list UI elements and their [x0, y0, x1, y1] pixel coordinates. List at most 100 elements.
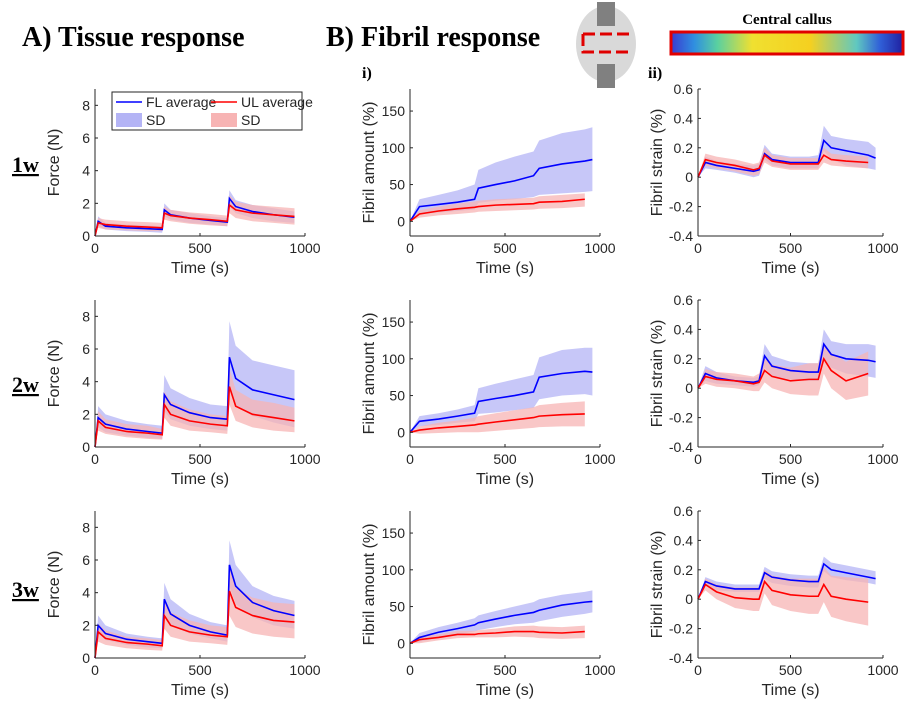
- average-line: [94, 564, 295, 659]
- sd-band: [95, 368, 295, 447]
- sd-band: [95, 195, 295, 236]
- x-tick-label: 500: [493, 662, 517, 678]
- y-axis-label: Force (N): [46, 129, 63, 197]
- y-tick-label: 0: [685, 169, 693, 185]
- y-axis-label: Force (N): [46, 340, 63, 408]
- x-tick-label: 0: [694, 451, 702, 467]
- x-tick-label: 500: [188, 662, 212, 678]
- y-axis-label: Fibril strain (%): [649, 531, 666, 639]
- x-tick-label: 500: [188, 240, 212, 256]
- x-tick-label: 1000: [289, 240, 320, 256]
- y-tick-label: 0: [685, 591, 693, 607]
- y-tick-label: 2: [82, 406, 90, 422]
- y-tick-label: 150: [382, 103, 406, 119]
- x-tick-label: 500: [779, 240, 803, 256]
- sd-band: [698, 566, 869, 626]
- sd-band: [698, 125, 876, 178]
- y-tick-label: 6: [82, 341, 90, 357]
- average-line: [409, 600, 593, 644]
- row-label: 3w: [12, 577, 39, 602]
- average-line: [94, 590, 295, 659]
- average-line: [94, 356, 295, 448]
- y-axis-label: Fibril amount (%): [361, 524, 378, 646]
- y-tick-label: 0.4: [674, 321, 694, 337]
- y-tick-label: -0.4: [669, 228, 693, 244]
- x-axis-label: Time (s): [171, 260, 229, 277]
- colorbar: [669, 30, 905, 56]
- legend-label: FL average: [146, 94, 217, 110]
- y-tick-label: -0.2: [669, 621, 693, 637]
- legend-label: SD: [146, 112, 165, 128]
- average-line: [409, 370, 593, 433]
- y-tick-label: 0: [82, 228, 90, 244]
- average-line: [409, 198, 585, 222]
- y-axis-label: Fibril strain (%): [649, 109, 666, 217]
- average-line: [697, 356, 869, 389]
- average-line: [697, 562, 876, 600]
- y-tick-label: -0.2: [669, 199, 693, 215]
- y-tick-label: -0.4: [669, 650, 693, 666]
- x-tick-label: 1000: [584, 240, 615, 256]
- x-tick-label: 0: [91, 451, 99, 467]
- legend-swatch: [211, 113, 237, 127]
- y-tick-label: 0: [685, 380, 693, 396]
- average-line: [697, 579, 869, 603]
- y-tick-label: 50: [389, 177, 405, 193]
- y-tick-label: -0.2: [669, 410, 693, 426]
- y-tick-label: 0.6: [674, 503, 694, 519]
- y-tick-label: 0: [82, 650, 90, 666]
- average-line: [94, 203, 295, 237]
- x-tick-label: 0: [694, 240, 702, 256]
- average-line: [409, 158, 593, 222]
- x-tick-label: 1000: [289, 451, 320, 467]
- y-axis-label: Force (N): [46, 551, 63, 619]
- column-label: ii): [648, 65, 662, 82]
- x-tick-label: 1000: [867, 451, 898, 467]
- x-axis-label: Time (s): [476, 260, 534, 277]
- panel-title: B) Fibril response: [326, 22, 540, 53]
- x-tick-label: 500: [493, 240, 517, 256]
- x-axis-label: Time (s): [761, 260, 819, 277]
- x-tick-label: 500: [779, 451, 803, 467]
- y-tick-label: 150: [382, 525, 406, 541]
- y-tick-label: 50: [389, 388, 405, 404]
- x-tick-label: 1000: [867, 662, 898, 678]
- x-tick-label: 1000: [867, 240, 898, 256]
- legend-box: [111, 91, 303, 131]
- y-tick-label: 8: [82, 519, 90, 535]
- y-axis-label: Fibril amount (%): [361, 102, 378, 224]
- y-tick-label: -0.4: [669, 439, 693, 455]
- average-line: [94, 386, 295, 448]
- x-axis-label: Time (s): [476, 471, 534, 488]
- panel-title: A) Tissue response: [22, 22, 245, 53]
- x-tick-label: 0: [406, 451, 414, 467]
- y-tick-label: 100: [382, 562, 406, 578]
- x-tick-label: 0: [694, 662, 702, 678]
- y-tick-label: 50: [389, 599, 405, 615]
- colorbar-title: Central callus: [742, 12, 832, 28]
- y-axis-label: Fibril amount (%): [361, 313, 378, 435]
- y-tick-label: 6: [82, 130, 90, 146]
- y-tick-label: 0: [397, 424, 405, 440]
- x-tick-label: 500: [779, 662, 803, 678]
- y-tick-label: 0.6: [674, 292, 694, 308]
- x-tick-label: 0: [406, 662, 414, 678]
- sd-band: [698, 329, 876, 389]
- y-tick-label: 100: [382, 140, 406, 156]
- average-line: [697, 138, 876, 178]
- x-tick-label: 1000: [289, 662, 320, 678]
- y-tick-label: 4: [82, 163, 90, 179]
- y-tick-label: 2: [82, 195, 90, 211]
- x-axis-label: Time (s): [171, 682, 229, 699]
- x-axis-label: Time (s): [761, 471, 819, 488]
- legend-label: SD: [241, 112, 260, 128]
- x-tick-label: 500: [493, 451, 517, 467]
- sd-band: [410, 401, 585, 434]
- y-tick-label: 4: [82, 585, 90, 601]
- row-label: 1w: [12, 152, 39, 177]
- callus-icon: [576, 2, 636, 88]
- y-tick-label: 0: [397, 635, 405, 651]
- average-line: [409, 630, 585, 645]
- y-tick-label: 0: [397, 213, 405, 229]
